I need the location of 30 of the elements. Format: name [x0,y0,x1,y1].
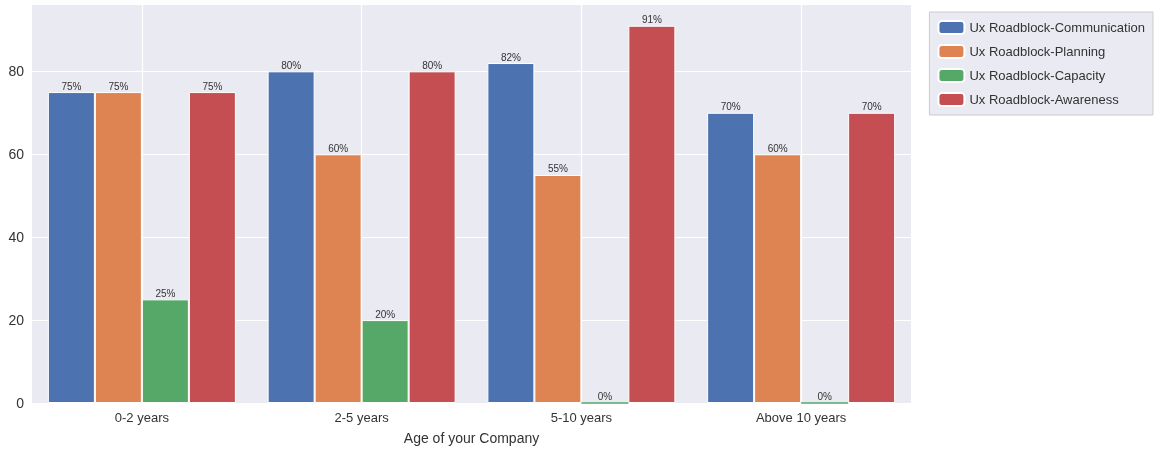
data-label: 55% [547,163,568,175]
legend-label: Ux Roadblock-Capacity [969,68,1106,83]
data-label: 70% [720,101,741,113]
legend-label: Ux Roadblock-Communication [969,20,1146,35]
data-label: 0% [817,391,832,402]
x-axis-title: Age of your Company [403,430,540,446]
data-label: 80% [422,59,443,71]
data-label: 60% [328,142,349,154]
data-label: 91% [641,14,662,26]
y-tick-label: 0 [16,395,25,411]
data-label: 82% [500,51,521,63]
y-tick-label: 80 [8,63,25,80]
data-label: 60% [767,142,788,154]
x-tick-label: Above 10 years [755,410,847,425]
data-label: 70% [861,101,882,113]
legend-label: Ux Roadblock-Planning [969,44,1106,59]
data-label: 0% [597,391,613,402]
legend-label: Ux Roadblock-Awareness [969,92,1120,107]
data-label: 20% [375,308,396,320]
x-tick-label: 0-2 years [114,410,170,425]
x-tick-label: 2-5 years [334,410,390,425]
data-label: 75% [61,80,82,92]
x-tick-label: 5-10 years [550,410,613,425]
data-label: 80% [281,59,302,71]
data-label: 75% [108,80,129,92]
y-tick-label: 60 [8,146,25,163]
y-tick-label: 20 [8,312,25,329]
data-label: 25% [155,287,176,299]
data-label: 75% [202,80,223,92]
y-tick-label: 40 [8,229,25,246]
